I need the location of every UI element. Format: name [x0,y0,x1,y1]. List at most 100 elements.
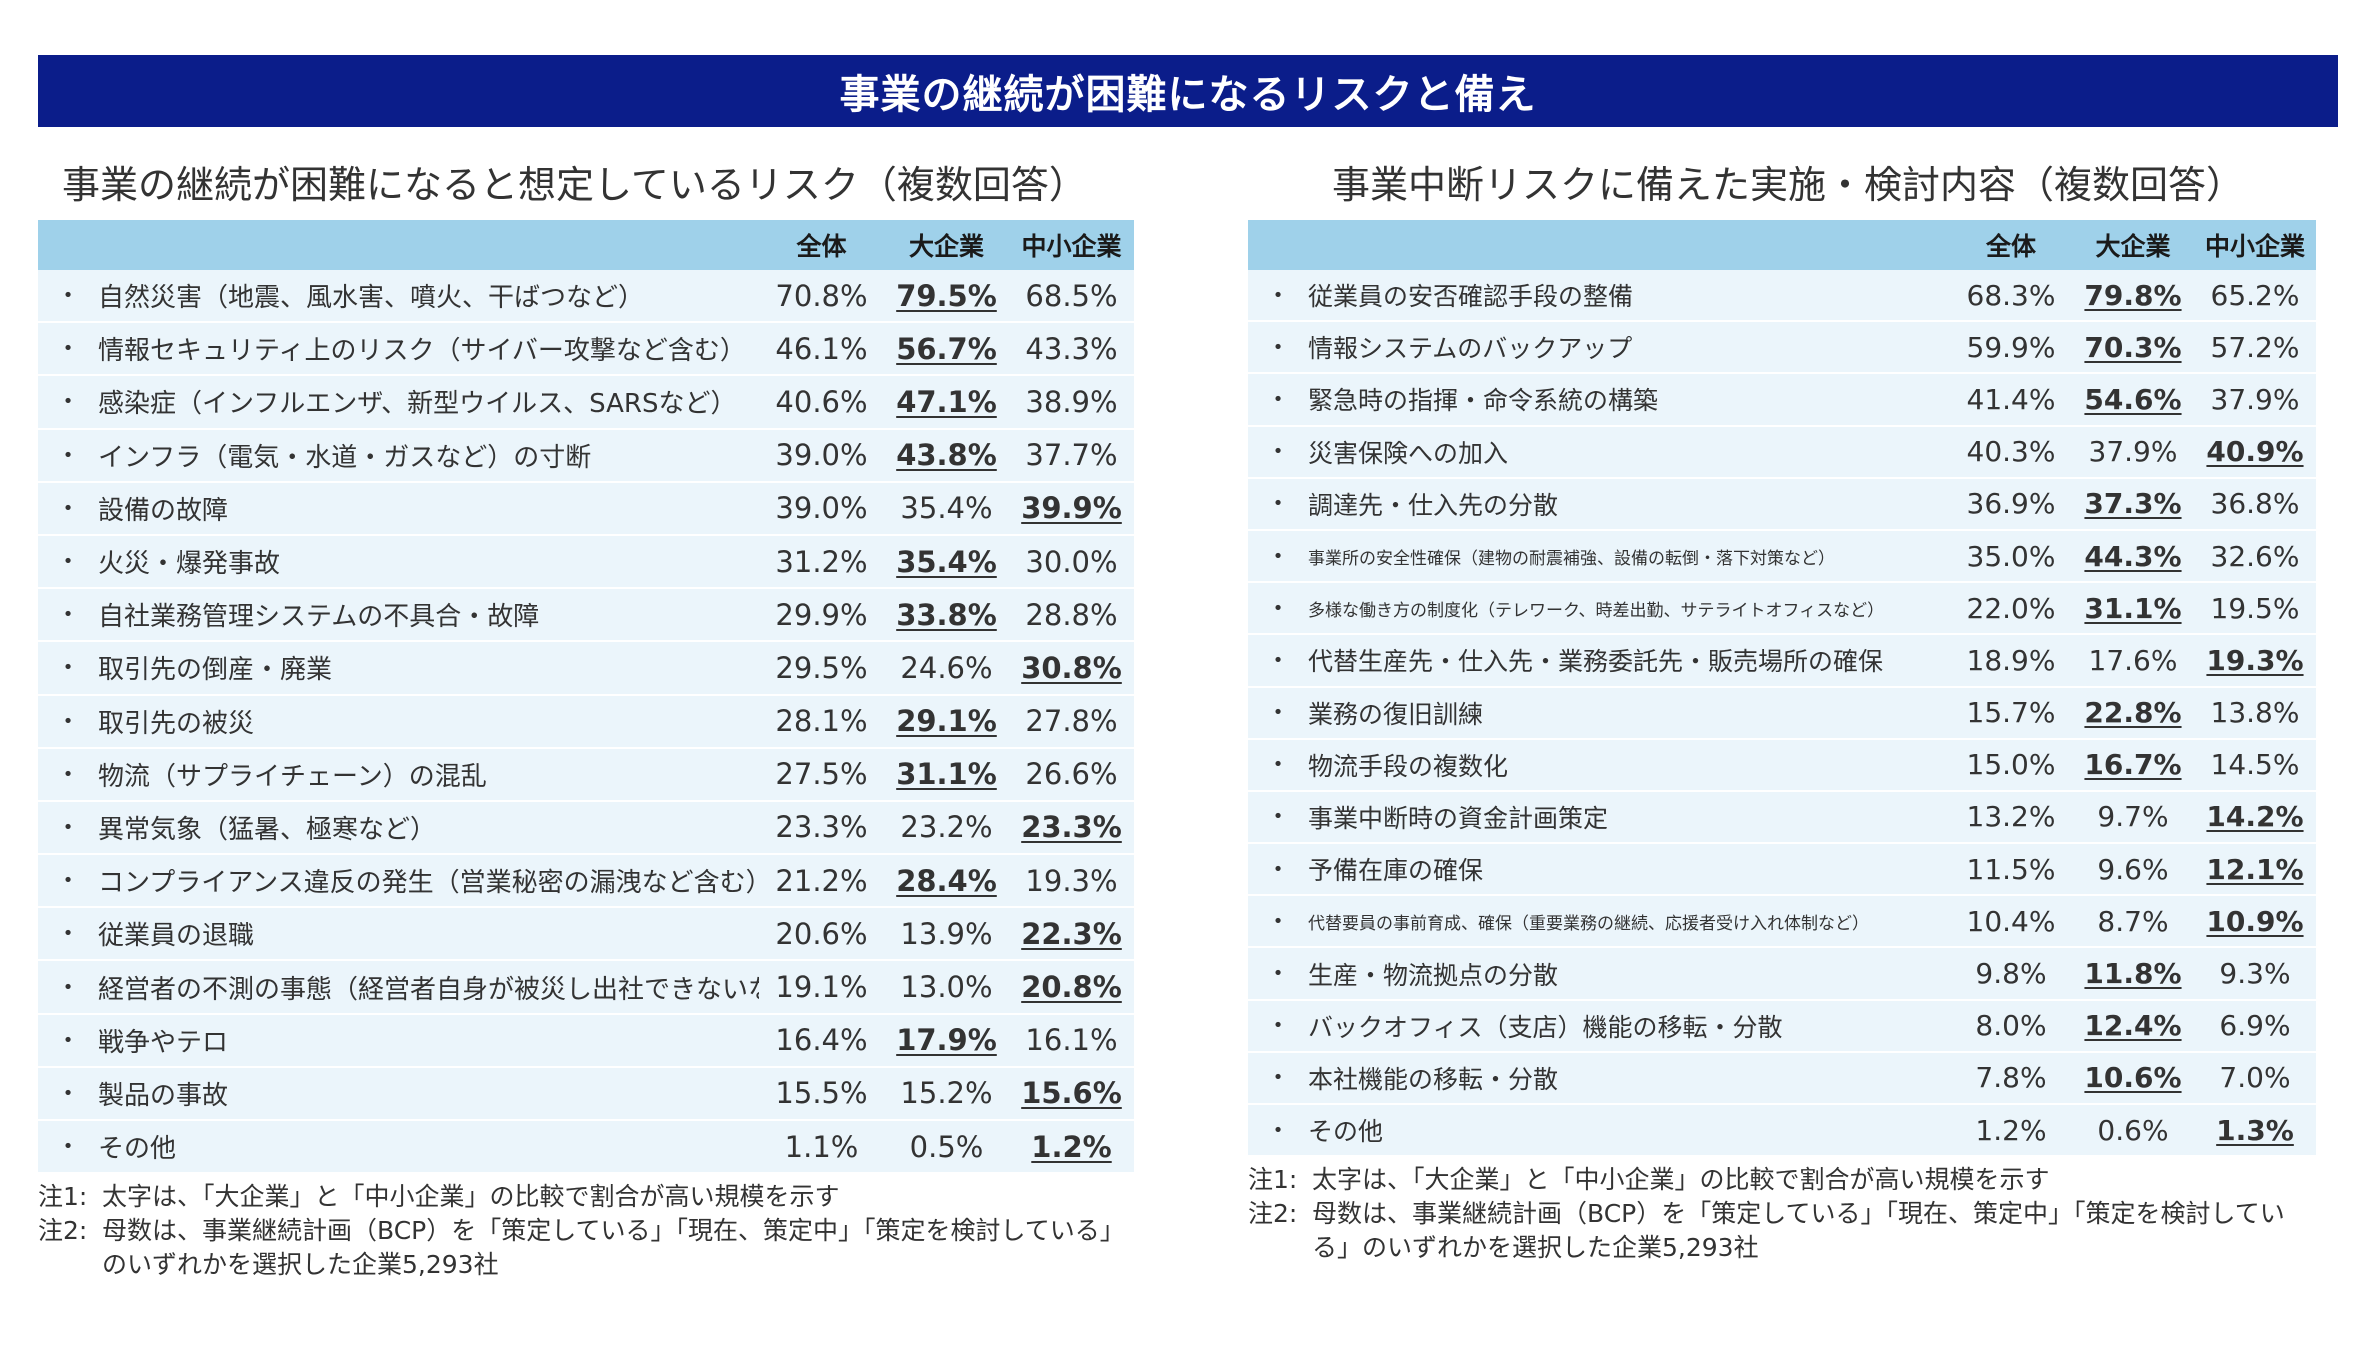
value-all: 41.4% [1966,382,2056,416]
bullet-icon: • [1272,649,1284,671]
bullet-icon: • [1272,545,1284,567]
table-row: • 製品の事故 15.5% 15.2% 15.6% [38,1067,1134,1121]
bullet-icon: • [1272,702,1284,724]
bullet-icon: • [62,444,74,466]
value-all: 19.1% [775,970,868,1005]
bullet-icon: • [1272,910,1284,932]
row-label: 事業所の安全性確保（建物の耐震補強、設備の転倒・落下対策など） [1308,548,1835,569]
value-large: 35.4% [900,491,993,526]
value-all: 11.5% [1966,852,2056,886]
value-large: 9.6% [2097,852,2169,886]
row-label: 設備の故障 [98,495,229,526]
table-row: • 物流（サプライチェーン）の混乱 27.5% 31.1% 26.6% [38,748,1134,802]
value-all: 29.5% [775,650,868,685]
table-row: • その他 1.1% 0.5% 1.2% [38,1121,1134,1175]
bullet-icon: • [62,763,74,785]
value-all: 1.2% [1975,1113,2047,1147]
value-large: 13.9% [900,916,993,951]
row-label: 緊急時の指揮・命令系統の構築 [1308,386,1659,416]
value-large: 70.3% [2084,330,2182,364]
row-label: 取引先の倒産・廃業 [98,655,333,686]
table-row: • 事業中断時の資金計画策定 13.2% 9.7% 14.2% [1248,791,2316,845]
risk-table-body: • 自然災害（地震、風水害、噴火、干ばつなど） 70.8% 79.5% 68.5% • 情報… [38,270,1134,1175]
row-label: 代替生産先・仕入先・業務委託先・販売場所の確保 [1308,647,1884,677]
value-sme: 15.6% [1021,1076,1122,1111]
bullet-icon: • [62,1082,74,1104]
bullet-icon: • [1272,1015,1284,1037]
value-all: 28.1% [775,704,868,739]
value-all: 21.2% [775,863,868,898]
header-large: 大企業 [2095,232,2171,261]
table-row: • 生産・物流拠点の分散 9.8% 11.8% 9.3% [1248,948,2316,1001]
bullet-icon: • [1272,963,1284,985]
row-label: その他 [1308,1117,1384,1147]
value-sme: 13.8% [2210,696,2300,730]
value-sme: 28.8% [1025,597,1118,632]
value-sme: 40.9% [2206,435,2304,469]
value-sme: 19.3% [2206,643,2304,677]
note-key: 注2: [38,1216,88,1246]
value-large: 56.7% [896,331,997,366]
banner-title: 事業の継続が困難になるリスクと備え [38,55,2338,127]
value-large: 33.8% [896,597,997,632]
value-large: 9.7% [2097,800,2169,834]
table-row: • その他 1.2% 0.6% 1.3% [1248,1105,2316,1158]
value-all: 40.6% [775,384,868,419]
value-all: 9.8% [1975,957,2047,991]
table-row: • 従業員の退職 20.6% 13.9% 22.3% [38,908,1134,962]
value-sme: 30.0% [1025,544,1118,579]
measures-table-title: 事業中断リスクに備えた実施・検討内容（複数回答） [1332,163,2245,207]
value-all: 70.8% [775,278,868,313]
value-large: 12.4% [2084,1009,2182,1043]
value-large: 37.3% [2084,487,2182,521]
bullet-icon: • [1272,493,1284,515]
value-large: 8.7% [2097,904,2169,938]
value-all: 8.0% [1975,1009,2047,1043]
bullet-icon: • [1272,388,1284,410]
row-label: 火災・爆発事故 [98,549,281,580]
value-large: 16.7% [2084,748,2182,782]
value-large: 29.1% [896,704,997,739]
value-sme: 9.3% [2219,957,2291,991]
value-all: 15.5% [775,1076,868,1111]
bullet-icon: • [62,285,74,307]
table-row: • 取引先の被災 28.1% 29.1% 27.8% [38,695,1134,749]
row-label: 災害保険への加入 [1308,438,1509,468]
header-sme: 中小企業 [1021,232,1122,261]
bullet-icon: • [62,551,74,573]
value-sme: 23.3% [1021,810,1122,845]
value-large: 35.4% [896,544,997,579]
bullet-icon: • [1272,858,1284,880]
note-key: 注1: [38,1182,88,1212]
value-large: 24.6% [900,650,993,685]
row-label: その他 [98,1134,177,1165]
value-large: 13.0% [900,970,993,1005]
value-large: 79.5% [896,278,997,313]
row-label: 異常気象（猛暑、極寒など） [98,814,437,845]
bullet-icon: • [1272,754,1284,776]
value-large: 11.8% [2084,957,2182,991]
value-large: 10.6% [2084,1061,2182,1095]
table-row: • 火災・爆発事故 31.2% 35.4% 30.0% [38,535,1134,590]
value-all: 18.9% [1966,643,2056,677]
table-row: • 感染症（インフルエンザ、新型ウイルス、SARSなど） 40.6% 47.1% 38.… [38,376,1134,430]
row-label: 従業員の退職 [98,921,255,952]
risk-table-panel: 事業の継続が困難になると想定しているリスク（複数回答） 全体 大企業 中小企業 … [38,150,1134,1282]
note-item: 注2: 母数は、事業継続計画（BCP）を「策定している」「現在、策定中」「策定を検… [1248,1197,2316,1265]
risk-table-notes: 注1: 太字は、「大企業」と「中小企業」の比較で割合が高い規模を示す 注2: 母数は、… [38,1180,1134,1282]
value-large: 43.8% [896,438,997,473]
header-large: 大企業 [908,232,984,261]
row-label: 自然災害（地震、風水害、噴火、干ばつなど） [98,283,645,314]
row-label: コンプライアンス違反の発生（営業秘密の漏洩など含む） [98,868,759,899]
bullet-icon: • [1272,597,1284,619]
header-sme: 中小企業 [2204,232,2305,261]
bullet-icon: • [62,657,74,679]
value-all: 29.9% [775,597,868,632]
table-row: • 戦争やテロ 16.4% 17.9% 16.1% [38,1014,1134,1068]
bullet-icon: • [62,1136,74,1158]
value-all: 16.4% [775,1023,868,1058]
row-label: 従業員の安否確認手段の整備 [1308,282,1634,312]
value-all: 7.8% [1975,1061,2047,1095]
value-large: 28.4% [896,863,997,898]
bullet-icon: • [62,497,74,519]
